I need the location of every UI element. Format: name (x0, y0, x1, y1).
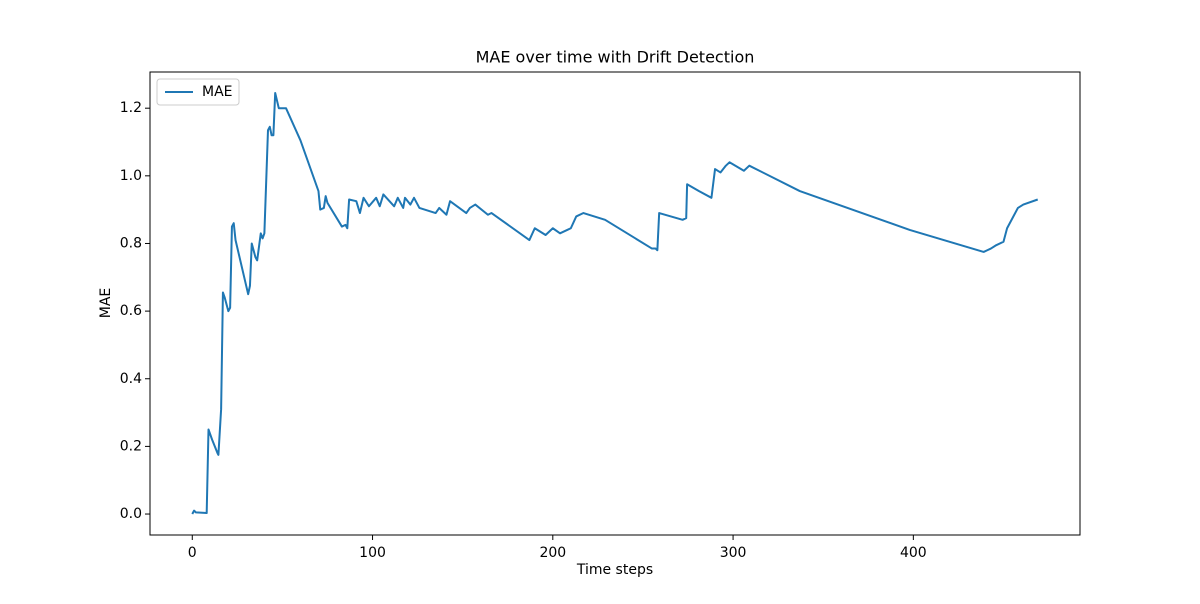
y-tick-label: 1.0 (120, 168, 142, 184)
x-tick-label: 200 (539, 545, 566, 561)
x-tick-label: 0 (188, 545, 197, 561)
y-tick-label: 1.2 (120, 100, 142, 116)
x-axis-label: Time steps (576, 562, 653, 578)
x-tick-label: 300 (720, 545, 747, 561)
y-tick-label: 0.4 (120, 371, 142, 387)
x-tick-label: 100 (359, 545, 386, 561)
chart-title: MAE over time with Drift Detection (476, 48, 755, 67)
data-line (191, 91, 1039, 515)
y-tick-label: 0.2 (120, 438, 142, 454)
legend-label: MAE (202, 84, 233, 100)
y-tick-label: 0.8 (120, 235, 142, 251)
legend-box (156, 78, 240, 106)
x-tick-label: 400 (900, 545, 927, 561)
y-tick-label: 0.0 (120, 506, 142, 522)
plot-frame (149, 71, 1081, 536)
y-tick-label: 0.6 (120, 303, 142, 319)
y-axis-label: MAE (98, 288, 114, 319)
